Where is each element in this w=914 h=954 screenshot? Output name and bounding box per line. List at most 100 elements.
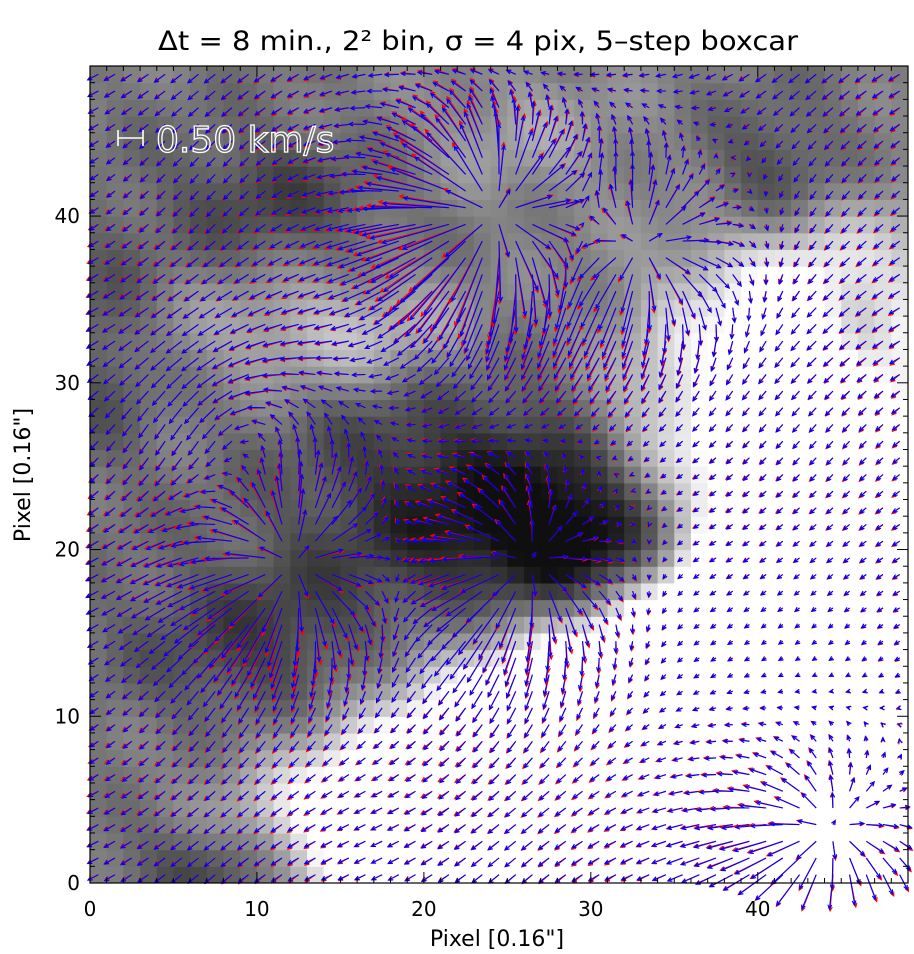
heatmap-cell (724, 132, 742, 150)
heatmap-cell (657, 816, 675, 834)
heatmap-cell (256, 349, 275, 367)
heatmap-cell (557, 849, 575, 867)
heatmap-cell (273, 116, 291, 134)
heatmap-cell (256, 782, 275, 801)
heatmap-cell (240, 516, 258, 534)
heatmap-cell (240, 582, 258, 601)
heatmap-cell (90, 249, 108, 267)
heatmap-cell (240, 282, 258, 301)
heatmap-cell (290, 399, 308, 417)
heatmap-cell (240, 249, 258, 267)
heatmap-cell (690, 666, 709, 684)
heatmap-cell (590, 782, 609, 801)
heatmap-cell (507, 66, 525, 84)
heatmap-cell (590, 82, 609, 100)
heatmap-cell (323, 99, 341, 117)
heatmap-cell (791, 616, 809, 634)
heatmap-cell (156, 332, 175, 351)
heatmap-cell (724, 666, 742, 684)
heatmap-cell (223, 832, 241, 851)
heatmap-cell (156, 649, 175, 667)
heatmap-cell (457, 782, 475, 801)
heatmap-cell (340, 832, 358, 851)
heatmap-cell (457, 866, 475, 883)
heatmap-cell (490, 532, 508, 551)
heatmap-cell (624, 849, 642, 867)
heatmap-cell (574, 182, 592, 200)
heatmap-cell (490, 449, 508, 467)
heatmap-cell (423, 399, 442, 417)
heatmap-cell (373, 816, 392, 834)
heatmap-cell (690, 799, 709, 817)
heatmap-cell (190, 799, 208, 817)
heatmap-cell (373, 316, 392, 334)
heatmap-cell (757, 582, 776, 601)
heatmap-cell (90, 799, 108, 817)
heatmap-cell (290, 866, 308, 883)
heatmap-cell (423, 549, 442, 567)
heatmap-cell (774, 682, 792, 701)
heatmap-cell (791, 716, 809, 734)
heatmap-cell (373, 766, 392, 784)
heatmap-cell (490, 866, 508, 883)
heatmap-cell (707, 466, 725, 484)
heatmap-cell (757, 666, 776, 684)
heatmap-cell (240, 99, 258, 117)
heatmap-cell (807, 782, 826, 801)
heatmap-cell (90, 732, 108, 751)
heatmap-cell (440, 432, 458, 451)
heatmap-cell (140, 66, 158, 84)
heatmap-cell (140, 782, 158, 801)
heatmap-cell (273, 182, 291, 200)
heatmap-cell (340, 149, 358, 167)
heatmap-cell (90, 132, 108, 150)
heatmap-cell (707, 582, 725, 601)
heatmap-cell (891, 266, 908, 284)
heatmap-cell (123, 716, 141, 734)
heatmap-cell (724, 549, 742, 567)
heatmap-cell (140, 132, 158, 150)
heatmap-cell (173, 816, 191, 834)
heatmap-cell (507, 182, 525, 200)
heatmap-cell (874, 516, 892, 534)
heatmap-cell (273, 866, 291, 883)
heatmap-cell (574, 816, 592, 834)
heatmap-cell (440, 166, 458, 184)
heatmap-cell (90, 216, 108, 234)
heatmap-cell (891, 566, 908, 584)
heatmap-cell (657, 66, 675, 84)
heatmap-cell (240, 782, 258, 801)
heatmap-cell (841, 549, 859, 567)
heatmap-cell (156, 232, 175, 250)
heatmap-cell (857, 599, 876, 617)
heatmap-cell (841, 782, 859, 801)
heatmap-cell (390, 399, 408, 417)
heatmap-cell (123, 266, 141, 284)
heatmap-cell (240, 82, 258, 100)
heatmap-cell (106, 316, 124, 334)
heatmap-cell (323, 499, 341, 517)
heatmap-cell (824, 566, 842, 584)
heatmap-cell (724, 599, 742, 617)
heatmap-cell (223, 232, 241, 250)
heatmap-cell (240, 532, 258, 551)
heatmap-cell (540, 149, 559, 167)
heatmap-cell (390, 849, 408, 867)
heatmap-cell (407, 449, 425, 467)
heatmap-cell (173, 766, 191, 784)
heatmap-cell (323, 866, 341, 883)
heatmap-cell (857, 716, 876, 734)
heatmap-cell (557, 832, 575, 851)
heatmap-cell (106, 132, 124, 150)
heatmap-cell (90, 366, 108, 384)
heatmap-cell (290, 316, 308, 334)
heatmap-cell (307, 182, 325, 200)
heatmap-cell (524, 849, 542, 867)
heatmap-cell (390, 782, 408, 801)
heatmap-cell (307, 332, 325, 351)
heatmap-cell (290, 366, 308, 384)
heatmap-cell (106, 499, 124, 517)
heatmap-cell (323, 482, 341, 501)
heatmap-cell (256, 99, 275, 117)
